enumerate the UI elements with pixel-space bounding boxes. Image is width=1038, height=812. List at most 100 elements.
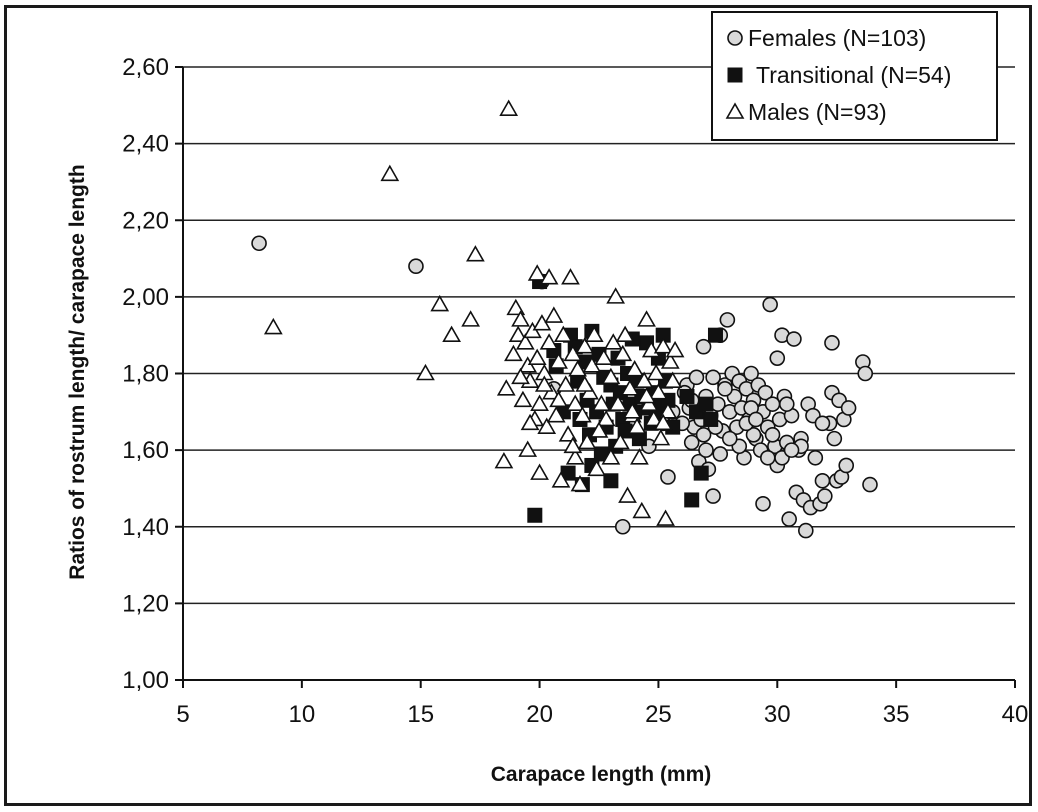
triangle-point — [591, 394, 611, 411]
legend-label: Females (N=103) — [748, 25, 926, 51]
triangle-point — [558, 425, 578, 442]
triangle-point — [539, 268, 559, 285]
triangle-point — [570, 474, 590, 492]
legend-marker-circle — [727, 30, 743, 46]
circle-point — [705, 369, 721, 386]
triangle-point — [511, 367, 530, 385]
triangle-point — [649, 383, 668, 400]
x-tick-label: 15 — [407, 701, 434, 728]
circle-point — [824, 335, 840, 351]
x-tick-label: 40 — [1002, 701, 1029, 728]
triangle-point — [615, 325, 635, 342]
triangle-point — [551, 471, 571, 488]
triangle-point — [660, 352, 680, 369]
triangle-point — [553, 325, 573, 342]
y-axis-label: Ratios of rostrum length/ carapace lengt… — [66, 164, 89, 579]
circle-point — [783, 442, 800, 458]
triangle-point — [504, 344, 523, 362]
triangle-point — [594, 348, 614, 365]
x-tick-labels: 5 10 15 20 25 30 35 40 — [176, 701, 1028, 728]
triangle-point — [416, 363, 435, 381]
circle-point — [745, 426, 762, 443]
circle-point — [857, 365, 874, 382]
triangle-point — [577, 432, 597, 450]
triangle-point — [499, 99, 519, 116]
triangle-point — [518, 440, 538, 457]
circle-point — [717, 381, 733, 397]
circle-point — [814, 472, 831, 489]
y-tick-label: 1,60 — [122, 437, 169, 464]
triangle-point — [653, 337, 673, 354]
triangle-point — [496, 379, 516, 396]
triangle-point — [568, 360, 587, 377]
triangle-point — [565, 448, 585, 465]
triangle-point — [527, 264, 547, 281]
triangle-point — [644, 409, 664, 427]
circle-point — [688, 369, 705, 386]
chart-frame — [4, 5, 1032, 806]
circle-point — [408, 258, 424, 275]
x-tick-label: 20 — [526, 701, 553, 728]
triangle-point — [565, 394, 585, 411]
circle-point — [838, 457, 855, 474]
series-square — [527, 274, 723, 523]
circle-point — [683, 434, 700, 451]
triangle-point — [380, 164, 400, 182]
triangle-point — [513, 390, 533, 408]
circle-point — [251, 235, 267, 252]
triangle-point — [537, 417, 557, 434]
triangle-point — [494, 452, 514, 469]
triangle-point — [653, 413, 673, 431]
triangle-point — [608, 394, 628, 411]
square-point — [679, 388, 695, 404]
triangle-point — [539, 333, 559, 350]
circle-point — [862, 476, 878, 493]
x-tick-label: 25 — [645, 701, 672, 728]
circle-point — [719, 312, 736, 328]
triangle-point — [637, 386, 656, 404]
triangle-point — [601, 367, 621, 385]
circle-point — [755, 495, 771, 512]
circle-point — [769, 350, 786, 366]
data-points — [251, 99, 878, 539]
triangle-point — [627, 417, 647, 434]
circle-point — [712, 446, 729, 462]
square-point — [698, 396, 714, 412]
y-tick-label: 1,40 — [122, 514, 169, 541]
circle-point — [778, 396, 795, 412]
triangle-point — [611, 432, 630, 450]
y-tick-label: 1,80 — [122, 361, 169, 388]
triangle-point — [596, 409, 616, 427]
square-point — [603, 473, 619, 489]
legend-box — [711, 11, 998, 141]
triangle-point — [511, 310, 530, 327]
circle-point — [660, 469, 676, 485]
triangle-point — [466, 245, 485, 262]
circle-point — [705, 488, 721, 504]
triangle-point — [613, 344, 633, 362]
x-tick-label: 5 — [176, 701, 189, 728]
triangle-point — [620, 379, 640, 396]
circle-point — [759, 449, 776, 466]
triangle-point — [530, 463, 549, 480]
triangle-point — [515, 333, 535, 350]
legend-marker-triangle — [725, 102, 745, 119]
circle-point — [781, 511, 797, 527]
legend-marker-square — [727, 67, 743, 83]
circle-point — [721, 430, 738, 447]
triangle-point — [632, 501, 652, 519]
circle-point — [698, 442, 714, 458]
triangle-point — [430, 294, 450, 312]
triangle-point — [534, 375, 554, 392]
triangle-point — [527, 348, 547, 365]
triangle-point — [549, 390, 568, 408]
series-triangle — [263, 99, 685, 526]
triangle-point — [663, 371, 683, 388]
triangle-point — [601, 448, 621, 465]
triangle-point — [556, 375, 576, 392]
circle-point — [695, 338, 712, 355]
y-tick-labels: 1,00 1,20 1,40 1,60 1,80 2,00 2,20 2,40 2,60 — [122, 54, 169, 694]
triangle-point — [625, 360, 645, 377]
triangle-point — [630, 448, 649, 465]
